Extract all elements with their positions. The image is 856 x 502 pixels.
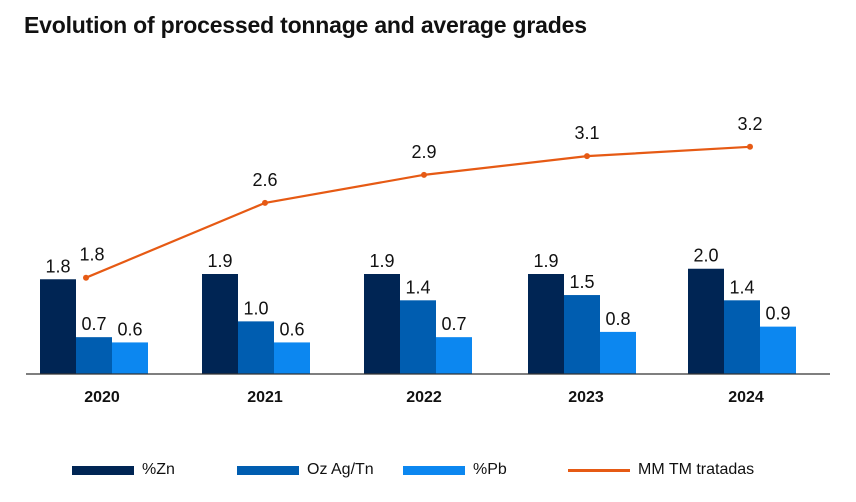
bar-series-group bbox=[40, 268, 796, 374]
line-label-2024: 3.2 bbox=[737, 114, 762, 134]
line-label-2021: 2.6 bbox=[252, 170, 277, 190]
bar-ag-2023 bbox=[564, 295, 600, 374]
legend-item-mm-tm: MM TM tratadas bbox=[568, 455, 754, 485]
bar-ag-2021 bbox=[238, 321, 274, 374]
bar-label-pb-2021: 0.6 bbox=[279, 319, 304, 339]
bar-label-pb-2024: 0.9 bbox=[765, 304, 790, 324]
combo-chart: 2020 2021 2022 2023 2024 1.8 1.9 1.9 1.9 2.00.71… bbox=[26, 114, 830, 406]
bar-pb-2021 bbox=[274, 342, 310, 374]
legend: %Zn Oz Ag/Tn %Pb MM TM tratadas bbox=[0, 455, 856, 485]
legend-item-pb: %Pb bbox=[403, 455, 507, 485]
legend-label-mm-tm: MM TM tratadas bbox=[638, 461, 755, 478]
bar-label-zn-2021: 1.9 bbox=[207, 251, 232, 271]
legend-item-ag: Oz Ag/Tn bbox=[237, 455, 374, 485]
bar-label-ag-2024: 1.4 bbox=[729, 277, 754, 297]
legend-swatch-ag bbox=[237, 465, 299, 475]
x-tick-label-2023: 2023 bbox=[568, 389, 604, 406]
bar-label-zn-2023: 1.9 bbox=[533, 251, 558, 271]
x-tick-label-2022: 2022 bbox=[406, 389, 442, 406]
legend-item-zn: %Zn bbox=[72, 455, 175, 485]
legend-swatch-zn bbox=[72, 465, 134, 475]
legend-label-ag: Oz Ag/Tn bbox=[307, 461, 374, 478]
bar-ag-2020 bbox=[76, 337, 112, 374]
data-labels-group: 1.8 1.9 1.9 1.9 2.0 0.7 1.0 1.4 1.5 1.4 0.6 0.6 0.7 0… bbox=[45, 114, 790, 340]
x-tick-label-2021: 2021 bbox=[247, 389, 283, 406]
bar-pb-2022 bbox=[436, 337, 472, 374]
legend-label-pb: %Pb bbox=[473, 461, 507, 478]
legend-swatch-pb bbox=[403, 465, 465, 475]
line-series-group bbox=[83, 143, 753, 281]
x-tick-label-2020: 2020 bbox=[84, 389, 120, 406]
bar-label-ag-2020: 0.7 bbox=[81, 314, 106, 334]
line-label-2023: 3.1 bbox=[574, 123, 599, 143]
bar-label-ag-2022: 1.4 bbox=[405, 277, 430, 297]
legend-swatch-mm-tm bbox=[568, 468, 630, 472]
line-point-2022 bbox=[421, 171, 427, 178]
bar-label-pb-2023: 0.8 bbox=[605, 309, 630, 329]
bar-label-ag-2023: 1.5 bbox=[569, 272, 594, 292]
line-point-2023 bbox=[584, 153, 590, 160]
bar-pb-2023 bbox=[600, 331, 636, 374]
x-tick-label-2024: 2024 bbox=[728, 389, 764, 406]
chart-title: Evolution of processed tonnage and avera… bbox=[24, 12, 587, 38]
x-axis-tick-labels: 2020 2021 2022 2023 2024 bbox=[84, 389, 764, 406]
bar-label-pb-2020: 0.6 bbox=[117, 319, 142, 339]
bar-ag-2022 bbox=[400, 300, 436, 374]
bar-label-zn-2022: 1.9 bbox=[369, 251, 394, 271]
bar-zn-2022 bbox=[364, 274, 400, 374]
bar-pb-2020 bbox=[112, 342, 148, 374]
line-label-2022: 2.9 bbox=[411, 142, 436, 162]
bar-zn-2021 bbox=[202, 274, 238, 374]
bar-ag-2024 bbox=[724, 300, 760, 374]
bar-label-zn-2020: 1.8 bbox=[45, 256, 70, 276]
bar-zn-2020 bbox=[40, 279, 76, 374]
line-mm-tm-tratadas bbox=[85, 145, 751, 279]
line-point-2024 bbox=[747, 143, 753, 150]
line-point-2020 bbox=[83, 274, 89, 281]
line-label-2020: 1.8 bbox=[79, 245, 104, 265]
line-point-2021 bbox=[262, 199, 268, 206]
bar-label-ag-2021: 1.0 bbox=[243, 298, 268, 318]
bar-label-zn-2024: 2.0 bbox=[693, 246, 718, 266]
bar-label-pb-2022: 0.7 bbox=[441, 314, 466, 334]
bar-zn-2024 bbox=[688, 268, 724, 374]
bar-pb-2024 bbox=[760, 326, 796, 374]
bar-zn-2023 bbox=[528, 274, 564, 374]
legend-label-zn: %Zn bbox=[142, 461, 175, 478]
